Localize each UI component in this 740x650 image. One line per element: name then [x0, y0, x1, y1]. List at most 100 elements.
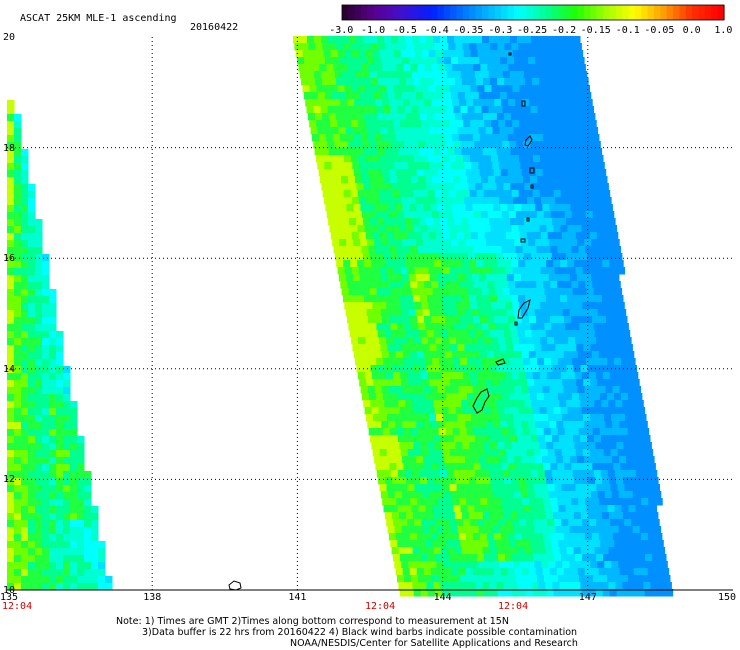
wind-cell	[593, 540, 601, 548]
wind-cell	[426, 547, 435, 555]
wind-cell	[476, 372, 485, 380]
wind-cell	[460, 176, 468, 184]
wind-cell	[633, 386, 641, 394]
wind-cell	[49, 324, 57, 332]
wind-cell	[402, 568, 411, 576]
wind-cell	[426, 582, 434, 590]
wind-cell	[381, 386, 390, 394]
wind-cell	[35, 324, 43, 332]
wind-cell	[63, 478, 71, 486]
wind-cell	[28, 548, 36, 556]
wind-cell	[14, 373, 22, 381]
wind-cell	[35, 506, 43, 514]
wind-cell	[542, 421, 550, 429]
wind-cell	[7, 282, 15, 290]
wind-cell	[337, 267, 346, 275]
wind-cell	[463, 484, 471, 492]
wind-cell	[483, 260, 491, 268]
wind-cell	[617, 519, 625, 527]
wind-cell	[634, 498, 642, 506]
wind-cell	[384, 218, 392, 226]
wind-cell	[529, 316, 537, 324]
wind-cell	[330, 85, 338, 93]
wind-cell	[384, 435, 392, 443]
wind-cell	[591, 533, 600, 541]
wind-cell	[392, 442, 400, 450]
wind-cell	[7, 394, 15, 402]
wind-cell	[535, 57, 543, 65]
wind-cell	[482, 330, 491, 338]
wind-cell	[63, 422, 71, 430]
wind-cell	[498, 50, 507, 58]
wind-cell	[472, 456, 480, 464]
wind-cell	[572, 106, 580, 114]
color-swatch	[577, 5, 585, 20]
wind-cell	[14, 576, 22, 584]
wind-cell	[478, 127, 487, 135]
wind-cell	[445, 463, 453, 471]
wind-cell	[577, 351, 586, 359]
wind-cell	[423, 57, 431, 65]
wind-cell	[401, 414, 409, 422]
wind-cell	[483, 442, 491, 450]
wind-cell	[414, 267, 423, 275]
wind-cell	[478, 162, 486, 170]
wind-cell	[501, 463, 509, 471]
wind-cell	[49, 499, 57, 507]
wind-cell	[300, 36, 308, 44]
wind-cell	[356, 36, 364, 44]
wind-cell	[540, 519, 548, 527]
wind-cell	[534, 92, 543, 100]
wind-cell	[575, 554, 583, 562]
wind-cell	[525, 442, 533, 450]
wind-cell	[504, 372, 513, 380]
wind-cell	[539, 295, 547, 303]
wind-cell	[570, 421, 578, 429]
wind-cell	[478, 274, 487, 282]
wind-cell	[470, 120, 478, 128]
wind-cell	[496, 113, 505, 121]
wind-cell	[566, 330, 575, 338]
wind-cell	[617, 267, 626, 275]
wind-cell	[599, 316, 607, 324]
wind-cell	[599, 281, 607, 289]
wind-cell	[546, 372, 555, 380]
wind-cell	[49, 415, 57, 423]
wind-cell	[581, 442, 589, 450]
wind-cell	[49, 373, 57, 381]
wind-cell	[438, 498, 446, 506]
wind-cell	[380, 491, 389, 499]
wind-cell	[538, 365, 546, 373]
wind-cell	[531, 330, 540, 338]
wind-cell	[376, 176, 384, 184]
wind-cell	[536, 211, 545, 219]
wind-cell	[397, 575, 405, 583]
wind-cell	[382, 281, 390, 289]
wind-cell	[49, 408, 57, 416]
wind-cell	[506, 309, 515, 317]
wind-cell	[478, 491, 487, 499]
wind-cell	[410, 393, 419, 401]
wind-cell	[430, 386, 439, 394]
wind-cell	[442, 554, 450, 562]
wind-cell	[405, 330, 414, 338]
wind-cell	[425, 253, 434, 261]
wind-cell	[584, 169, 593, 177]
color-swatch	[367, 5, 375, 20]
wind-cell	[568, 337, 576, 345]
island-outline	[530, 184, 534, 189]
wind-cell	[376, 358, 384, 366]
wind-cell	[407, 337, 415, 345]
wind-cell	[414, 50, 423, 58]
wind-cell	[541, 379, 549, 387]
wind-cell	[56, 394, 64, 402]
wind-cell	[542, 351, 551, 359]
wind-cell	[379, 85, 387, 93]
wind-cell	[359, 309, 368, 317]
wind-cell	[450, 127, 459, 135]
wind-cell	[557, 246, 565, 254]
wind-cell	[583, 197, 591, 205]
wind-cell	[544, 106, 552, 114]
wind-cell	[430, 169, 439, 177]
wind-cell	[14, 366, 22, 374]
